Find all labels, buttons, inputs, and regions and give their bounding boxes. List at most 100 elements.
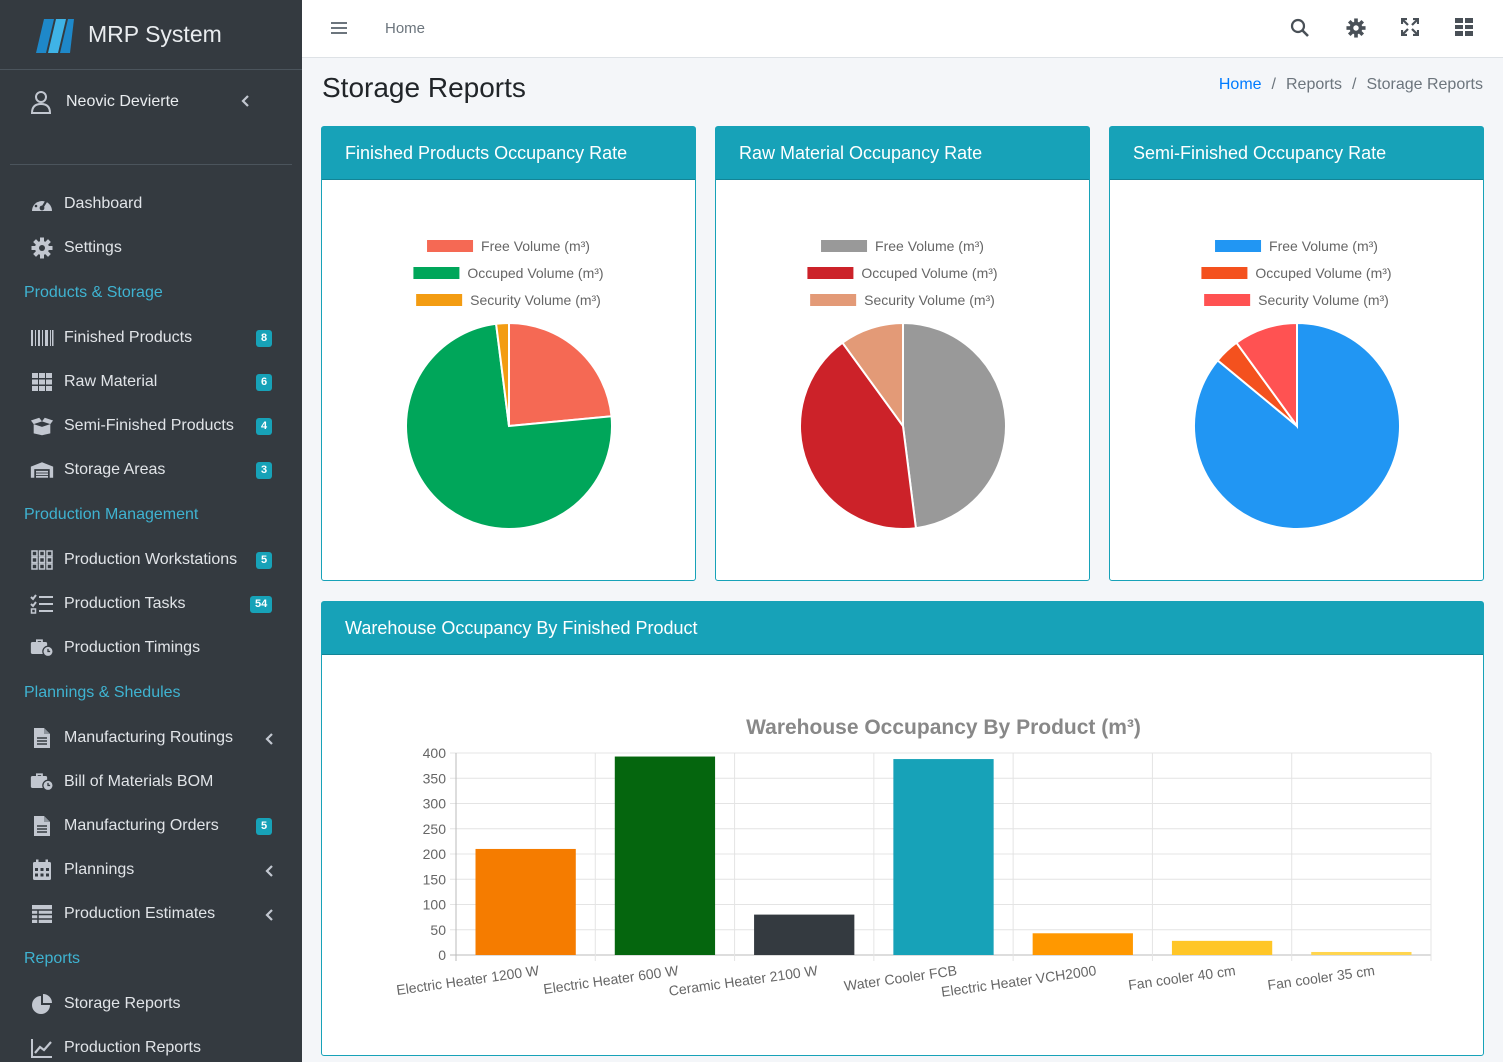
brand[interactable]: MRP System: [0, 0, 302, 70]
sidebar-nav: Dashboard Settings Products & Storage Fi…: [0, 182, 302, 1062]
nav-header-reports: Reports: [24, 950, 81, 967]
sidebar-item-dashboard[interactable]: Dashboard: [0, 182, 302, 226]
pie-slice[interactable]: [494, 321, 510, 427]
nav-header-production-management: Production Management: [24, 506, 199, 523]
sidebar-item-production-reports[interactable]: Production Reports: [0, 1026, 302, 1062]
pie-slice[interactable]: [799, 341, 918, 530]
breadcrumb-home[interactable]: Home: [1218, 76, 1262, 93]
legend-swatch[interactable]: [1201, 267, 1248, 279]
box-open-icon: [30, 414, 54, 438]
sidebar-item-semi-finished-products[interactable]: Semi-Finished Products 4: [0, 404, 302, 448]
sidebar-item-bill-of-materials[interactable]: Bill of Materials BOM: [0, 760, 302, 804]
legend-swatch[interactable]: [416, 294, 463, 306]
top-home-link[interactable]: Home: [385, 20, 426, 37]
card-title: Finished Products Occupancy Rate: [322, 127, 695, 180]
grid-icon: [30, 370, 54, 394]
legend-swatch[interactable]: [1215, 240, 1262, 252]
semi-occupancy-card: Semi-Finished Occupancy Rate Free Volume…: [1109, 126, 1484, 581]
calendar-icon: [30, 858, 54, 882]
bar[interactable]: [1171, 940, 1273, 955]
legend-label: Free Volume (m³): [1269, 238, 1378, 254]
breadcrumb-current: Storage Reports: [1366, 76, 1483, 93]
legend-swatch[interactable]: [807, 267, 854, 279]
finished-occupancy-pie-chart: Free Volume (m³) Occuped Volume (m³) Secur…: [405, 238, 613, 530]
pie-slice[interactable]: [405, 322, 613, 530]
sidebar-item-production-workstations[interactable]: Production Workstations 5: [0, 538, 302, 582]
sidebar-item-manufacturing-routings[interactable]: Manufacturing Routings: [0, 716, 302, 760]
sidebar-item-production-timings[interactable]: Production Timings: [0, 626, 302, 670]
gear-icon[interactable]: [1346, 18, 1366, 38]
sidebar-item-label: Production Tasks: [64, 595, 186, 612]
y-tick-label: 50: [430, 922, 446, 938]
legend-swatch[interactable]: [427, 240, 474, 252]
pie-chart-icon: [30, 992, 54, 1016]
sidebar-item-label: Production Workstations: [64, 551, 238, 568]
dashboard-icon: [30, 192, 54, 216]
gear-icon: [30, 236, 54, 260]
sidebar-item-production-estimates[interactable]: Production Estimates: [0, 892, 302, 936]
bar[interactable]: [1311, 951, 1412, 955]
line-chart-icon: [30, 1036, 54, 1060]
chevron-left-icon: [265, 865, 273, 877]
legend-label: Occuped Volume (m³): [861, 265, 997, 281]
breadcrumb-reports[interactable]: Reports: [1286, 76, 1343, 93]
sidebar-item-label: Finished Products: [64, 329, 193, 346]
sidebar-item-label: Semi-Finished Products: [64, 417, 234, 434]
y-tick-label: 300: [423, 796, 447, 812]
y-tick-label: 150: [423, 871, 447, 887]
legend-label: Security Volume (m³): [864, 292, 995, 308]
bar[interactable]: [614, 756, 716, 955]
raw-occupancy-card: Raw Material Occupancy Rate Free Volume …: [715, 126, 1090, 581]
legend-label: Occuped Volume (m³): [467, 265, 603, 281]
chevron-left-icon[interactable]: [240, 94, 250, 108]
sidebar-item-settings[interactable]: Settings: [0, 226, 302, 270]
legend-swatch[interactable]: [810, 294, 857, 306]
chevron-left-icon: [265, 909, 273, 921]
bar[interactable]: [475, 848, 576, 955]
legend-swatch[interactable]: [1204, 294, 1251, 306]
x-tick-label: Ceramic Heater 2100 W: [668, 962, 820, 999]
y-tick-label: 250: [423, 821, 447, 837]
search-icon[interactable]: [1290, 18, 1310, 38]
x-tick-label: Fan cooler 35 cm: [1266, 962, 1375, 993]
toolbox-clock-icon: [30, 636, 54, 660]
count-badge: 4: [256, 418, 273, 435]
sidebar-item-storage-areas[interactable]: Storage Areas 3: [0, 448, 302, 492]
bar[interactable]: [893, 759, 994, 955]
pie-slice[interactable]: [1235, 321, 1298, 430]
card-title: Semi-Finished Occupancy Rate: [1110, 127, 1483, 180]
sidebar-item-production-tasks[interactable]: Production Tasks 54: [0, 582, 302, 626]
y-tick-label: 100: [423, 897, 447, 913]
y-tick-label: 0: [438, 947, 446, 963]
legend-label: Occuped Volume (m³): [1255, 265, 1391, 281]
chevron-left-icon: [265, 733, 273, 745]
sidebar-item-finished-products[interactable]: Finished Products 8: [0, 316, 302, 360]
fullscreen-icon[interactable]: [1401, 18, 1419, 36]
legend-label: Security Volume (m³): [470, 292, 601, 308]
table-icon: [30, 902, 54, 926]
hamburger-menu-icon[interactable]: [331, 20, 347, 36]
sidebar-item-label: Manufacturing Routings: [64, 729, 233, 746]
sidebar-item-raw-material[interactable]: Raw Material 6: [0, 360, 302, 404]
warehouse-occupancy-card: Warehouse Occupancy By Finished Product …: [321, 601, 1484, 1056]
pie-slice[interactable]: [508, 321, 613, 428]
sidebar-item-plannings[interactable]: Plannings: [0, 848, 302, 892]
sidebar-item-storage-reports[interactable]: Storage Reports: [0, 982, 302, 1026]
brand-logo-icon: [36, 18, 74, 53]
x-tick-label: Electric Heater VCH2000: [940, 962, 1097, 1000]
semi-occupancy-pie-chart: Free Volume (m³) Occuped Volume (m³) Secur…: [1193, 238, 1401, 530]
sidebar-item-label: Production Estimates: [64, 905, 216, 922]
y-tick-label: 200: [423, 846, 447, 862]
bar[interactable]: [1032, 933, 1133, 955]
legend-swatch[interactable]: [413, 267, 460, 279]
legend-label: Free Volume (m³): [875, 238, 984, 254]
user-panel[interactable]: Neovic Devierte: [0, 70, 302, 134]
pie-slice[interactable]: [841, 321, 904, 430]
legend-swatch[interactable]: [821, 240, 868, 252]
apps-grid-icon[interactable]: [1455, 18, 1473, 36]
sidebar-item-manufacturing-orders[interactable]: Manufacturing Orders 5: [0, 804, 302, 848]
user-name: Neovic Devierte: [66, 93, 179, 110]
card-title: Warehouse Occupancy By Finished Product: [322, 602, 1483, 655]
bar[interactable]: [754, 914, 855, 955]
pie-slice[interactable]: [902, 321, 1007, 530]
